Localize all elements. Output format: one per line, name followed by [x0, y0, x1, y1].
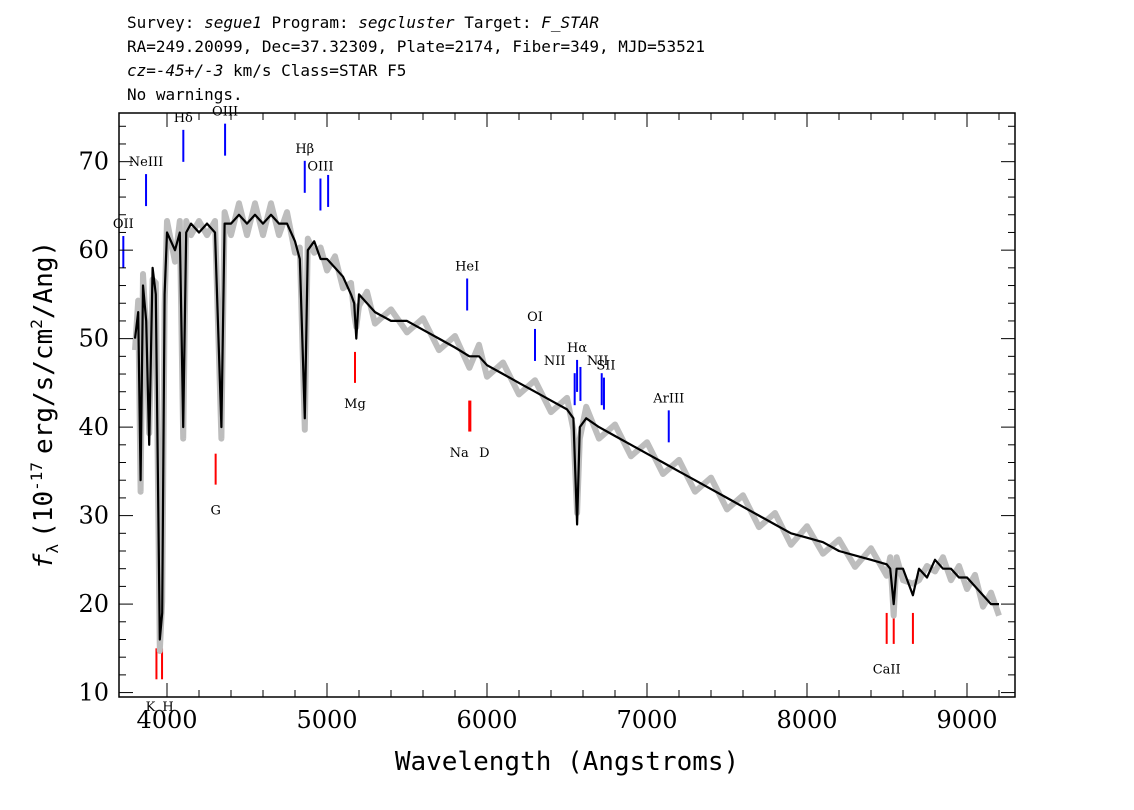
spectrum-noise-band: [132, 200, 1002, 654]
survey-value: segue1: [204, 13, 262, 32]
y-tick-label: 30: [78, 502, 109, 530]
x-axis-title: Wavelength (Angstroms): [395, 747, 739, 777]
y-axis-text-a: (10: [29, 491, 59, 538]
y-axis-subscript: λ: [43, 544, 62, 554]
emission-line-label: Hα: [567, 341, 587, 356]
y-tick-label: 50: [78, 325, 109, 353]
emission-line-label: ArIII: [652, 391, 684, 406]
target-label: Target:: [464, 13, 532, 32]
x-tick-label: 4000: [136, 706, 197, 734]
y-tick-label: 20: [78, 590, 109, 618]
header-line-3: cz=-45+/-3 km/s Class=STAR F5: [127, 60, 406, 82]
emission-line-label: Hδ: [174, 111, 193, 126]
absorption-line-label: D: [479, 446, 489, 461]
x-tick-label: 8000: [776, 706, 837, 734]
emission-line-label: NeIII: [129, 155, 163, 170]
absorption-line-label: H: [162, 700, 173, 715]
emission-line-label: OII: [113, 217, 134, 232]
spectrum-line: [133, 213, 999, 641]
absorption-line-label: G: [210, 503, 220, 518]
absorption-line-label: CaII: [873, 663, 901, 678]
emission-line-label: HeI: [455, 260, 479, 275]
emission-line-label: Hβ: [295, 142, 314, 157]
header-line-4: No warnings.: [127, 85, 243, 104]
y-axis-exponent-2: 2: [27, 319, 46, 329]
survey-label: Survey:: [127, 13, 195, 32]
absorption-line-label: Mg: [344, 397, 366, 412]
program-label: Program:: [271, 13, 349, 32]
cz-label: cz=: [127, 61, 156, 80]
y-tick-label: 60: [78, 236, 109, 264]
plot-frame: [118, 112, 1016, 698]
x-tick-label: 5000: [296, 706, 357, 734]
emission-line-label: OIII: [212, 105, 238, 120]
header-line-2: RA=249.20099, Dec=37.32309, Plate=2174, …: [127, 37, 705, 56]
y-axis-title: fλ (10-17 erg/s/cm2/Ang): [27, 241, 62, 569]
y-axis-text-c: /Ang): [29, 241, 59, 319]
x-tick-label: 7000: [616, 706, 677, 734]
absorption-line-label: K: [146, 700, 156, 715]
y-tick-label: 40: [78, 413, 109, 441]
y-tick-label: 70: [78, 148, 109, 176]
y-axis-symbol: f: [29, 553, 59, 569]
header-line-1: Survey: segue1 Program: segcluster Targe…: [127, 12, 599, 34]
emission-line-label: OI: [527, 310, 543, 325]
x-tick-label: 6000: [456, 706, 517, 734]
emission-line-label: NII: [587, 354, 609, 369]
emission-line-label: SII: [596, 359, 615, 374]
y-axis-exponent: -17: [27, 462, 46, 491]
x-tick-label: 9000: [936, 706, 997, 734]
emission-line-label: NII: [544, 354, 566, 369]
absorption-line-label: Na: [450, 446, 469, 461]
cz-rest: km/s Class=STAR F5: [223, 61, 407, 80]
cz-value: -45+/-3: [155, 61, 224, 80]
program-value: segcluster: [358, 13, 455, 32]
target-value: F_STAR: [541, 13, 600, 32]
y-tick-label: 10: [78, 679, 109, 707]
emission-line-label: OIII: [307, 160, 333, 175]
y-axis-text-b: erg/s/cm: [29, 329, 59, 454]
